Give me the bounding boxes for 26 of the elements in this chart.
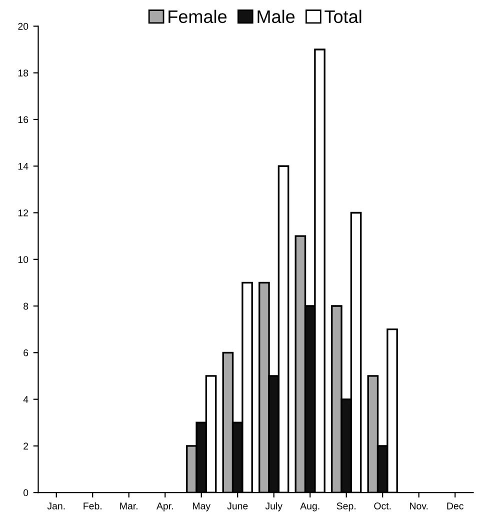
y-tick-label: 0 bbox=[23, 489, 28, 496]
x-tick-label: Oct. bbox=[374, 502, 391, 510]
x-tick-label: Jan. bbox=[47, 502, 65, 510]
x-tick-label: Mar. bbox=[120, 502, 138, 510]
x-tick-label: June bbox=[227, 502, 248, 510]
legend-label: Male bbox=[258, 10, 295, 24]
y-tick-label: 10 bbox=[18, 256, 28, 263]
x-tick-label: July bbox=[265, 502, 282, 512]
y-tick-label: 2 bbox=[24, 442, 28, 450]
legend-label: Female bbox=[168, 10, 227, 24]
y-tick-label: 16 bbox=[18, 116, 28, 124]
x-tick-label: Dec bbox=[447, 502, 464, 510]
y-tick-label: 18 bbox=[18, 70, 28, 76]
x-tick-label: Aug. bbox=[300, 502, 320, 512]
y-tick-label: 6 bbox=[24, 349, 28, 356]
y-tick-label: 12 bbox=[18, 209, 28, 216]
legend-label: Total bbox=[324, 10, 362, 24]
x-tick-label: May bbox=[192, 502, 211, 512]
x-tick-label: Sep. bbox=[336, 502, 356, 512]
y-tick-label: 14 bbox=[18, 162, 28, 170]
y-tick-label: 20 bbox=[18, 22, 28, 30]
x-tick-label: Nov. bbox=[410, 502, 428, 510]
y-tick-label: 8 bbox=[24, 302, 28, 310]
x-tick-label: Apr. bbox=[156, 502, 173, 512]
x-tick-label: Feb. bbox=[84, 502, 102, 510]
y-tick-label: 4 bbox=[23, 396, 28, 403]
